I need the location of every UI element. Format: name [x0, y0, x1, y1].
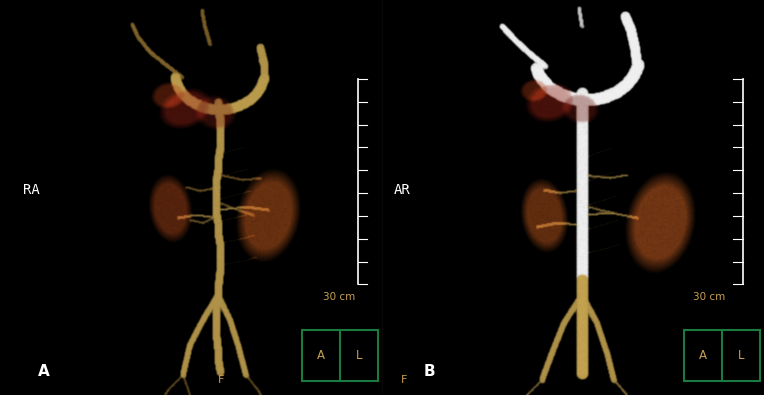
Text: A: A: [317, 349, 325, 362]
Text: 30 cm: 30 cm: [693, 292, 725, 302]
Text: A: A: [699, 349, 707, 362]
Text: F: F: [401, 375, 407, 385]
Text: AR: AR: [393, 182, 410, 197]
Text: L: L: [356, 349, 362, 362]
Bar: [684, 330, 760, 381]
Text: B: B: [424, 364, 435, 379]
Text: 30 cm: 30 cm: [323, 292, 355, 302]
Text: F: F: [218, 375, 224, 385]
Text: RA: RA: [23, 182, 40, 197]
Text: A: A: [38, 364, 50, 379]
Bar: [302, 330, 378, 381]
Text: L: L: [738, 349, 744, 362]
